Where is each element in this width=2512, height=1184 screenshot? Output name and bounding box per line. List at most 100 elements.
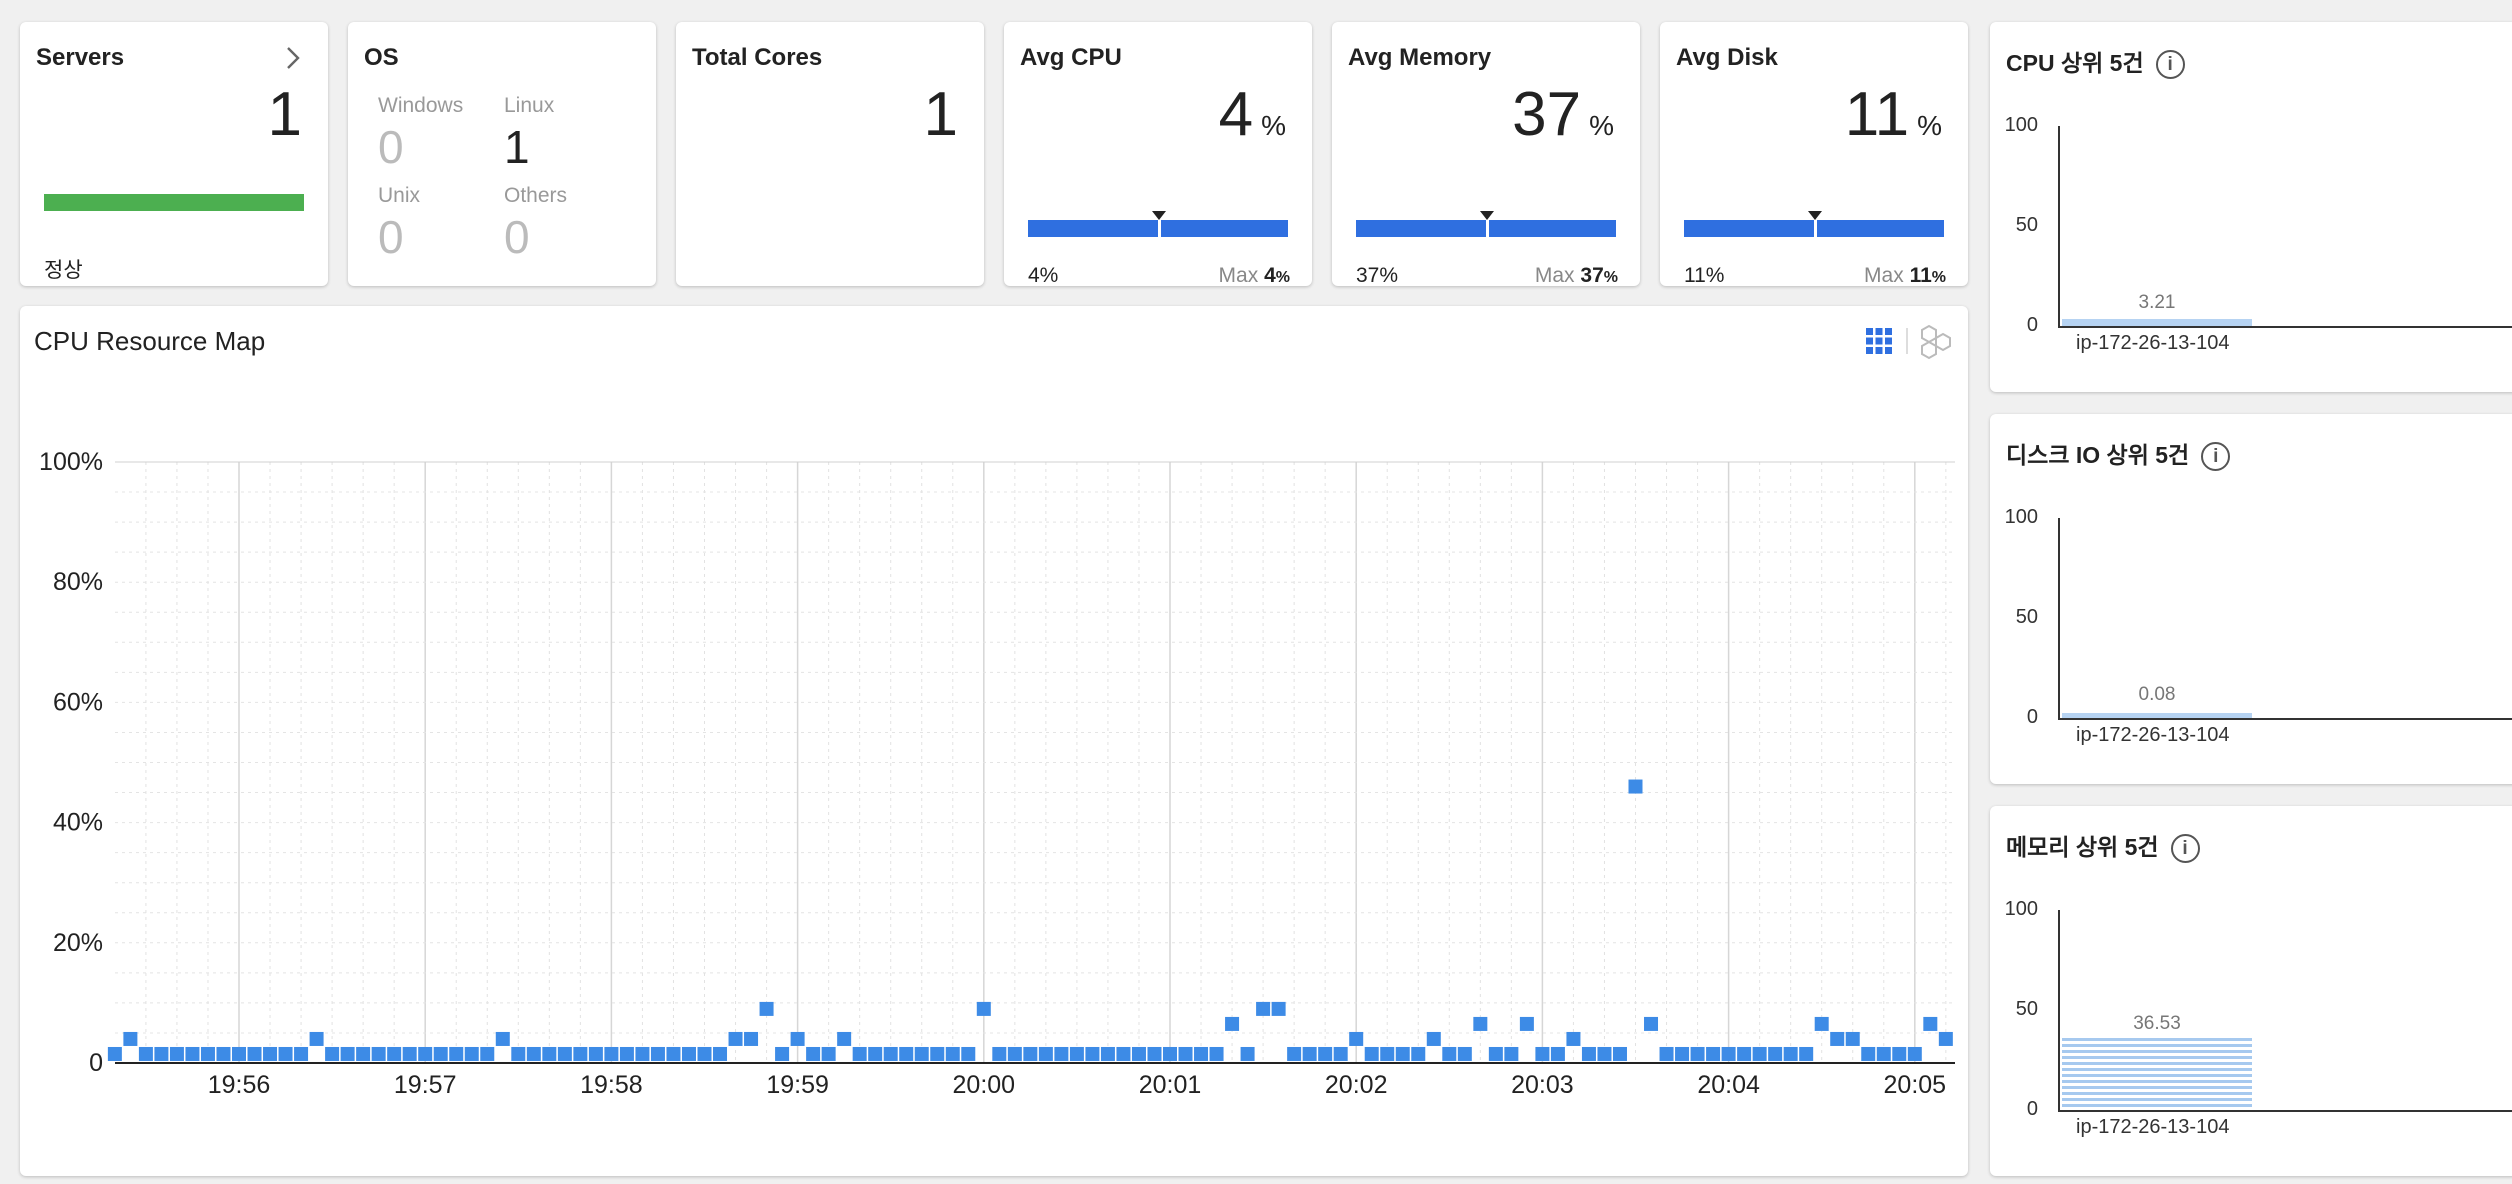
cpu-data-point[interactable] <box>557 1046 572 1061</box>
cpu-data-point[interactable] <box>247 1046 262 1061</box>
cpu-data-point[interactable] <box>1271 1001 1286 1016</box>
cpu-data-point[interactable] <box>278 1046 293 1061</box>
cpu-data-point[interactable] <box>449 1046 464 1061</box>
cpu-data-point[interactable] <box>1364 1046 1379 1061</box>
grid-view-icon[interactable] <box>1864 326 1894 356</box>
cpu-data-point[interactable] <box>1861 1046 1876 1061</box>
cpu-data-point[interactable] <box>1581 1046 1596 1061</box>
cpu-data-point[interactable] <box>992 1046 1007 1061</box>
cpu-data-point[interactable] <box>681 1046 696 1061</box>
cpu-data-point[interactable] <box>138 1046 153 1061</box>
cpu-data-point[interactable] <box>1566 1031 1581 1046</box>
cpu-data-point[interactable] <box>200 1046 215 1061</box>
cpu-data-point[interactable] <box>340 1046 355 1061</box>
cpu-data-point[interactable] <box>868 1046 883 1061</box>
info-icon[interactable]: i <box>2170 834 2200 864</box>
cpu-data-point[interactable] <box>1535 1046 1550 1061</box>
cpu-data-point[interactable] <box>1876 1046 1891 1061</box>
cpu-data-point[interactable] <box>1147 1046 1162 1061</box>
cpu-data-point[interactable] <box>666 1046 681 1061</box>
cpu-data-point[interactable] <box>1023 1046 1038 1061</box>
cpu-data-point[interactable] <box>1612 1046 1627 1061</box>
cpu-data-point[interactable] <box>1768 1046 1783 1061</box>
cpu-data-point[interactable] <box>1240 1046 1255 1061</box>
cpu-data-point[interactable] <box>480 1046 495 1061</box>
cpu-data-point[interactable] <box>1737 1046 1752 1061</box>
cpu-data-point[interactable] <box>945 1046 960 1061</box>
cpu-data-point[interactable] <box>433 1046 448 1061</box>
cpu-data-point[interactable] <box>1488 1046 1503 1061</box>
cpu-data-point[interactable] <box>1287 1046 1302 1061</box>
hexagon-view-icon[interactable] <box>1916 322 1956 362</box>
cpu-data-point[interactable] <box>1349 1031 1364 1046</box>
cpu-data-point[interactable] <box>1504 1046 1519 1061</box>
cpu-data-point[interactable] <box>232 1046 246 1061</box>
cpu-data-point[interactable] <box>464 1046 479 1061</box>
cpu-data-point[interactable] <box>1194 1046 1209 1061</box>
cpu-data-point[interactable] <box>1116 1046 1131 1061</box>
cpu-data-point[interactable] <box>588 1046 603 1061</box>
cpu-data-point[interactable] <box>309 1031 324 1046</box>
cpu-data-point[interactable] <box>1100 1046 1115 1061</box>
cpu-data-point[interactable] <box>1225 1016 1240 1031</box>
cpu-data-point[interactable] <box>713 1046 728 1061</box>
cpu-data-point[interactable] <box>1256 1001 1271 1016</box>
cpu-data-point[interactable] <box>1659 1046 1674 1061</box>
cpu-data-point[interactable] <box>526 1046 541 1061</box>
cpu-data-point[interactable] <box>402 1046 417 1061</box>
cpu-data-point[interactable] <box>775 1046 790 1061</box>
cpu-data-point[interactable] <box>1131 1046 1146 1061</box>
cpu-data-point[interactable] <box>1923 1016 1938 1031</box>
cpu-data-point[interactable] <box>1519 1016 1534 1031</box>
cpu-data-point[interactable] <box>1085 1046 1100 1061</box>
cpu-data-point[interactable] <box>495 1031 510 1046</box>
cpu-data-point[interactable] <box>1830 1031 1845 1046</box>
cpu-data-point[interactable] <box>1395 1046 1410 1061</box>
cpu-data-point[interactable] <box>573 1046 588 1061</box>
cpu-data-point[interactable] <box>418 1046 433 1061</box>
cpu-data-point[interactable] <box>1333 1046 1348 1061</box>
cpu-data-point[interactable] <box>169 1046 184 1061</box>
cpu-data-point[interactable] <box>1690 1046 1705 1061</box>
cpu-data-point[interactable] <box>1799 1046 1814 1061</box>
cpu-data-point[interactable] <box>1457 1046 1472 1061</box>
cpu-data-point[interactable] <box>1907 1046 1922 1061</box>
chevron-right-icon[interactable] <box>286 46 300 70</box>
cpu-data-point[interactable] <box>1628 779 1643 794</box>
cpu-data-point[interactable] <box>294 1046 309 1061</box>
cpu-data-point[interactable] <box>1892 1046 1907 1061</box>
cpu-data-point[interactable] <box>1411 1046 1426 1061</box>
cpu-data-point[interactable] <box>1752 1046 1767 1061</box>
cpu-data-point[interactable] <box>759 1001 774 1016</box>
cpu-data-point[interactable] <box>619 1046 634 1061</box>
cpu-data-point[interactable] <box>728 1031 743 1046</box>
cpu-data-point[interactable] <box>1721 1046 1736 1061</box>
cpu-data-point[interactable] <box>1597 1046 1612 1061</box>
cpu-data-point[interactable] <box>1178 1046 1193 1061</box>
cpu-data-point[interactable] <box>899 1046 914 1061</box>
cpu-data-point[interactable] <box>961 1046 976 1061</box>
cpu-data-point[interactable] <box>1209 1046 1224 1061</box>
cpu-data-point[interactable] <box>1675 1046 1690 1061</box>
cpu-data-point[interactable] <box>1038 1046 1053 1061</box>
cpu-data-point[interactable] <box>604 1046 619 1061</box>
cpu-data-point[interactable] <box>325 1046 340 1061</box>
cpu-data-point[interactable] <box>1069 1046 1084 1061</box>
cpu-data-point[interactable] <box>511 1046 526 1061</box>
cpu-data-point[interactable] <box>123 1031 138 1046</box>
cpu-data-point[interactable] <box>542 1046 557 1061</box>
cpu-data-point[interactable] <box>1426 1031 1441 1046</box>
servers-card[interactable]: Servers 1 정상 <box>20 22 328 286</box>
cpu-data-point[interactable] <box>1007 1046 1022 1061</box>
cpu-data-point[interactable] <box>154 1046 169 1061</box>
cpu-data-point[interactable] <box>852 1046 867 1061</box>
cpu-data-point[interactable] <box>635 1046 650 1061</box>
cpu-data-point[interactable] <box>185 1046 200 1061</box>
cpu-data-point[interactable] <box>107 1046 122 1061</box>
cpu-data-point[interactable] <box>1644 1016 1659 1031</box>
cpu-data-point[interactable] <box>1054 1046 1069 1061</box>
cpu-data-point[interactable] <box>1938 1031 1953 1046</box>
cpu-data-point[interactable] <box>263 1046 278 1061</box>
info-icon[interactable]: i <box>2155 50 2185 80</box>
cpu-data-point[interactable] <box>821 1046 836 1061</box>
